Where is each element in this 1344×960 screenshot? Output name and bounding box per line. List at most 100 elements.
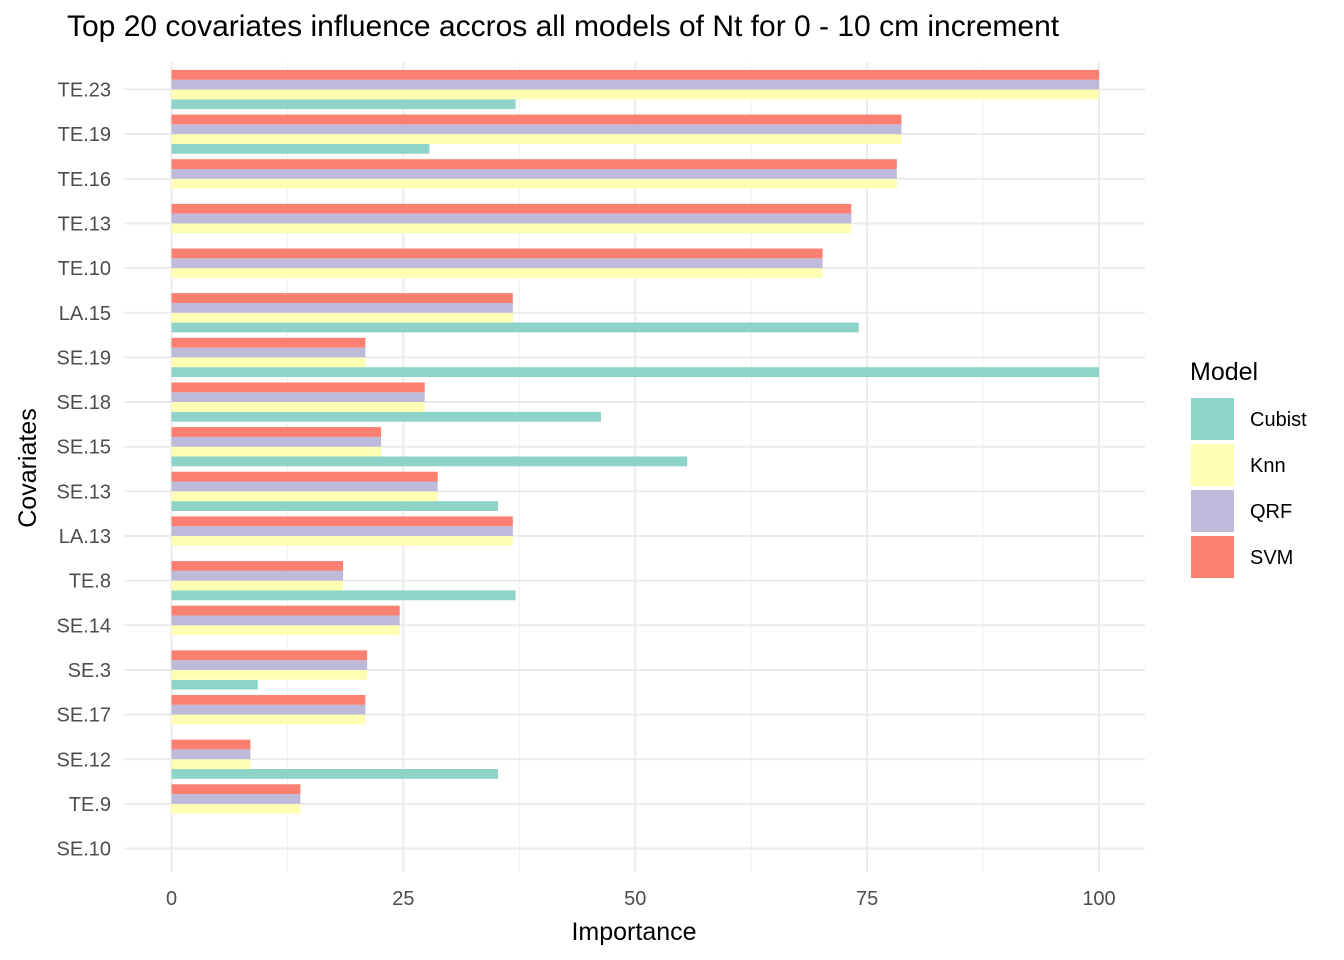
bar-svm-se.17 (171, 695, 366, 705)
bar-cubist-te.23 (171, 99, 516, 110)
bar-cubist-te.19 (171, 143, 430, 154)
x-axis-title: Importance (571, 918, 696, 946)
bar-svm-te.16 (171, 159, 897, 169)
legend-key-svm (1191, 536, 1234, 578)
chart-title: Top 20 covariates influence accros all m… (67, 10, 1060, 43)
bar-qrf-te.23 (171, 79, 1099, 90)
bar-knn-se.13 (171, 491, 438, 502)
y-tick-label: TE.10 (58, 258, 111, 280)
bar-svm-se.19 (171, 337, 366, 348)
bar-cubist-se.19 (171, 367, 1099, 377)
bar-cubist-se.13 (171, 501, 498, 511)
bar-knn-te.16 (171, 178, 897, 189)
legend-key-cubist (1191, 398, 1234, 440)
bar-qrf-te.9 (171, 794, 301, 804)
bar-knn-te.8 (171, 580, 344, 591)
y-tick-label: TE.19 (58, 124, 111, 146)
bar-svm-te.19 (171, 114, 902, 125)
bar-knn-se.18 (171, 402, 425, 412)
bar-qrf-se.18 (171, 392, 425, 403)
y-tick-label: SE.14 (57, 615, 111, 637)
bar-svm-se.18 (171, 382, 425, 393)
bar-qrf-la.15 (171, 302, 513, 313)
bar-knn-se.12 (171, 759, 251, 770)
bar-knn-se.19 (171, 357, 366, 368)
bar-knn-se.15 (171, 446, 382, 457)
bar-svm-te.9 (171, 784, 301, 795)
bar-knn-te.23 (171, 89, 1099, 100)
bar-knn-se.17 (171, 714, 366, 725)
bar-svm-se.12 (171, 739, 251, 750)
bar-cubist-se.15 (171, 456, 688, 467)
bar-knn-se.3 (171, 669, 368, 680)
bar-qrf-se.14 (171, 615, 400, 626)
bar-knn-te.19 (171, 134, 902, 144)
bar-svm-se.15 (171, 427, 382, 437)
bar-svm-te.8 (171, 561, 344, 571)
bar-knn-se.14 (171, 625, 400, 636)
legend-label-qrf: QRF (1250, 501, 1292, 523)
x-tick-label: 100 (1082, 888, 1115, 910)
bar-cubist-la.15 (171, 322, 859, 333)
bar-cubist-se.12 (171, 769, 498, 779)
x-tick-labels: 0 25 50 75 100 (166, 888, 1116, 910)
bar-knn-la.15 (171, 312, 513, 323)
y-tick-label: TE.9 (69, 794, 111, 816)
bar-svm-te.10 (171, 248, 823, 259)
bar-svm-la.15 (171, 293, 513, 303)
y-tick-label: LA.15 (59, 303, 111, 325)
bar-svm-se.14 (171, 605, 400, 616)
bar-qrf-se.3 (171, 660, 368, 670)
bar-qrf-la.13 (171, 526, 513, 536)
bar-svm-se.13 (171, 471, 438, 482)
y-tick-label: TE.8 (69, 571, 111, 593)
y-tick-labels: TE.23 TE.19 TE.16 TE.13 TE.10 LA.15 SE.19 SE.18… (57, 80, 111, 861)
bar-cubist-se.3 (171, 679, 258, 690)
y-tick-label: LA.13 (59, 526, 111, 548)
bar-svm-te.23 (171, 69, 1099, 80)
y-tick-label: TE.16 (58, 169, 111, 191)
y-axis-title: Covariates (14, 408, 42, 528)
legend-key-qrf (1191, 490, 1234, 532)
legend-label-svm: SVM (1250, 547, 1293, 569)
bar-qrf-se.12 (171, 749, 251, 760)
bar-qrf-se.13 (171, 481, 438, 492)
bar-knn-te.10 (171, 268, 823, 278)
bar-qrf-se.17 (171, 704, 366, 715)
y-tick-label: SE.19 (57, 347, 111, 369)
legend-label-knn: Knn (1250, 455, 1286, 477)
y-tick-label: SE.18 (57, 392, 111, 414)
bar-qrf-te.8 (171, 570, 344, 581)
bar-qrf-te.13 (171, 213, 852, 224)
bar-svm-la.13 (171, 516, 513, 527)
bar-qrf-se.19 (171, 347, 366, 358)
y-tick-label: SE.13 (57, 481, 111, 503)
bar-cubist-se.18 (171, 411, 601, 422)
bar-knn-la.13 (171, 536, 513, 546)
y-tick-label: SE.15 (57, 437, 111, 459)
bar-svm-te.13 (171, 203, 852, 214)
bar-knn-te.9 (171, 803, 301, 814)
legend-label-cubist: Cubist (1250, 409, 1307, 431)
legend-key-knn (1191, 444, 1234, 486)
bar-qrf-te.10 (171, 258, 823, 269)
x-tick-label: 25 (392, 888, 414, 910)
legend: Model Cubist Knn QRF SVM (1190, 358, 1307, 578)
y-tick-label: SE.10 (57, 839, 111, 861)
bar-knn-te.13 (171, 223, 852, 234)
bar-svm-se.3 (171, 650, 368, 661)
bar-qrf-se.15 (171, 436, 382, 447)
y-tick-label: TE.13 (58, 213, 111, 235)
bar-cubist-te.8 (171, 590, 516, 601)
bar-qrf-te.16 (171, 169, 897, 179)
x-tick-label: 0 (166, 888, 177, 910)
legend-title: Model (1190, 358, 1258, 386)
bar-qrf-te.19 (171, 124, 902, 135)
y-tick-label: TE.23 (58, 80, 111, 102)
y-tick-label: SE.3 (68, 660, 111, 682)
bars (171, 69, 1099, 814)
y-tick-label: SE.12 (57, 749, 111, 771)
x-tick-label: 50 (624, 888, 646, 910)
x-tick-label: 75 (856, 888, 878, 910)
